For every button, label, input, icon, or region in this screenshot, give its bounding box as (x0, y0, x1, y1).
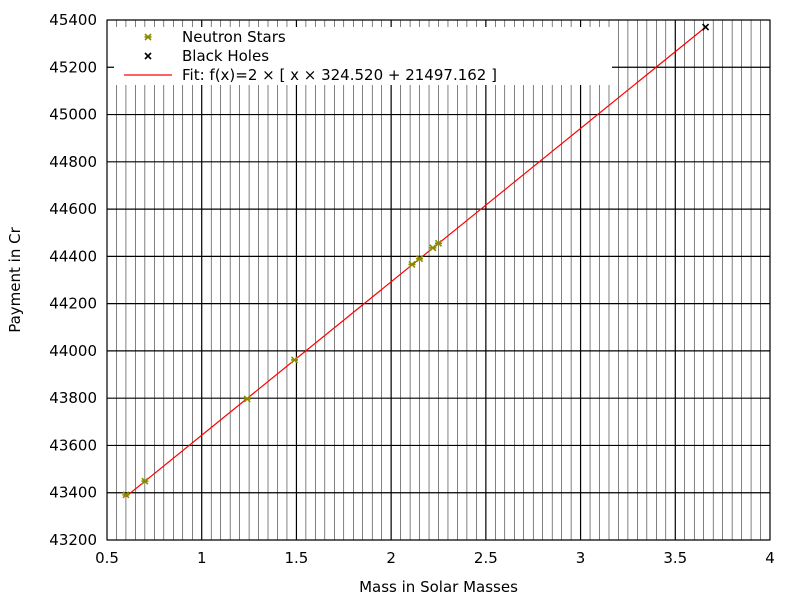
x-tick-label: 3 (576, 549, 586, 567)
y-tick-label: 43400 (49, 484, 97, 502)
x-tick-label: 1 (197, 549, 207, 567)
legend-background (114, 27, 612, 85)
x-tick-label: 4 (765, 549, 775, 567)
y-tick-labels: 43200 43400 43600 43800 44000 44200 44400 44600… (49, 11, 97, 549)
marker-stroke (144, 52, 152, 60)
y-tick-label: 44800 (49, 153, 97, 171)
neutron-stars-point (290, 356, 299, 364)
y-tick-label: 44600 (49, 200, 97, 218)
x-tick-labels: 0.5 1 1.5 2 2.5 3 3.5 4 (95, 549, 775, 567)
x-tick-label: 3.5 (663, 549, 687, 567)
neutron-stars-point (434, 239, 443, 247)
x-tick-label: 1.5 (284, 549, 308, 567)
legend-black-holes-label: Black Holes (182, 47, 269, 65)
y-tick-label: 44000 (49, 342, 97, 360)
y-tick-label: 43600 (49, 436, 97, 454)
neutron-stars-point (408, 260, 416, 268)
y-tick-label: 43800 (49, 389, 97, 407)
plot-frame (106, 19, 771, 541)
neutron-stars-point (243, 395, 251, 403)
y-tick-label: 44200 (49, 295, 97, 313)
legend-neutron-stars-label: Neutron Stars (182, 28, 286, 46)
neutron-stars-point (122, 491, 130, 499)
neutron-stars-point (429, 244, 437, 252)
y-tick-label: 45000 (49, 106, 97, 124)
y-axis-label: Payment in Cr (6, 226, 24, 332)
y-tick-label: 45200 (49, 58, 97, 76)
legend-black-holes-swatch (144, 52, 152, 60)
y-tick-label: 43200 (49, 531, 97, 549)
fit-line-layer (125, 26, 706, 498)
x-tick-label: 2 (386, 549, 396, 567)
data-points-layer (122, 23, 710, 499)
y-tick-label: 45400 (49, 11, 97, 29)
legend-neutron-stars-swatch (144, 33, 152, 41)
neutron-stars-point (141, 477, 149, 485)
x-tick-label: 0.5 (95, 549, 119, 567)
fit-line (125, 26, 706, 498)
x-axis-label: Mass in Solar Masses (359, 578, 518, 596)
x-tick-label: 2.5 (474, 549, 498, 567)
marker-stroke (702, 23, 710, 31)
black-holes-point (702, 23, 710, 31)
legend-fit-label: Fit: f(x)=2 × [ x × 324.520 + 21497.162 … (182, 66, 497, 84)
neutron-stars-point (415, 255, 424, 263)
y-tick-label: 44400 (49, 247, 97, 265)
